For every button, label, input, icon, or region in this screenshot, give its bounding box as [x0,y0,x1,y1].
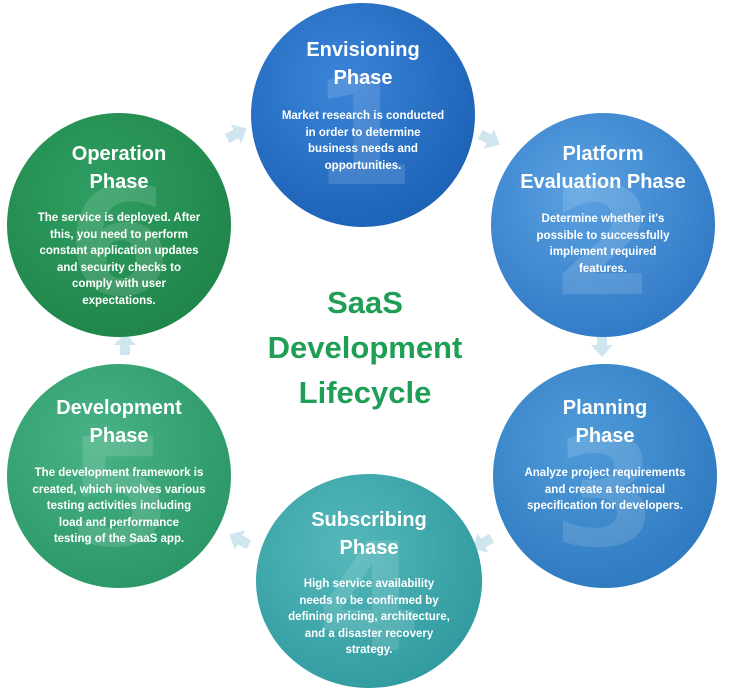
arrow-3-to-4 [472,533,495,553]
phase-description: High service availability needs to be co… [256,576,482,659]
phase-description-line: possible to successfully [536,229,670,242]
arrow-4-to-5 [229,530,252,550]
phase-description-line: Market research is conducted [281,110,445,122]
phase-title-line: Evaluation Phase [520,171,686,193]
phase-title: Planning Phase [493,394,717,450]
phase-title-line: Phase [89,171,149,193]
phase-description-line: expectations. [82,294,156,307]
diagram-title-line: SaaS [327,285,403,320]
phase-description-line: and create a technical [544,483,666,496]
phase-description-line: this, you need to perform [49,228,188,241]
phase-description-line: Analyze project requirements [524,467,686,479]
phase-circle-planning: 3 Planning Phase Analyze project require… [493,364,717,588]
phase-description-line: Determine whether it's [541,213,665,225]
phase-description-line: in order to determine [305,126,421,139]
phase-circle-platform-evaluation: 2 Platform Evaluation Phase Determine wh… [491,113,715,337]
arrow-1-to-2 [477,129,500,149]
phase-title: Development Phase [7,394,231,450]
phase-description-line: constant application updates [39,245,199,257]
diagram-title-line: Development [267,330,463,365]
phase-title-line: Phase [339,537,399,559]
phase-description: Analyze project requirements and create … [493,465,717,515]
phase-title-line: Planning [562,397,648,419]
phase-description-line: opportunities. [324,159,402,172]
phase-title-line: Phase [575,425,635,447]
phase-description: Determine whether it's possible to succe… [491,211,715,277]
phase-description-line: load and performance [58,516,180,529]
phase-description-line: The service is deployed. After [37,212,201,224]
phase-title: Subscribing Phase [256,506,482,562]
phase-circle-subscribing: 4 Subscribing Phase High service availab… [256,474,482,688]
phase-title-line: Subscribing [311,509,427,531]
diagram-title-line: Lifecycle [298,375,432,410]
phase-title-line: Platform [562,143,644,165]
phase-title: Envisioning Phase [251,36,475,92]
phase-description-line: testing activities including [46,500,192,512]
phase-description-line: The development framework is [34,467,204,479]
phase-description-line: specification for developers. [527,500,683,512]
phase-description-line: comply with user [72,278,166,290]
phase-description: The service is deployed. After this, you… [7,210,231,309]
arrow-5-to-6 [114,333,136,355]
phase-description-line: defining pricing, architecture, [288,611,450,623]
phase-title-line: Phase [89,425,149,447]
phase-title: Operation Phase [7,140,231,196]
phase-description-line: and a disaster recovery [304,627,434,640]
diagram-title: SaaS Development Lifecycle [230,280,500,415]
arrow-6-to-1 [224,124,247,144]
phase-title-line: Phase [333,67,393,89]
phase-description: Market research is conducted in order to… [251,108,475,174]
phase-description-line: features. [579,262,627,275]
phase-description-line: created, which involves various [32,483,206,496]
phase-description-line: testing of the SaaS app. [53,533,185,545]
phase-description-line: High service availability [303,578,435,590]
phase-description-line: business needs and [308,143,418,155]
phase-description-line: needs to be confirmed by [299,594,439,607]
phase-title-line: Operation [71,143,167,165]
phase-circle-development: 5 Development Phase The development fram… [7,364,231,588]
arrow-2-to-3 [591,335,613,357]
phase-circle-operation: 6 Operation Phase The service is deploye… [7,113,231,337]
phase-description-line: and security checks to [57,261,181,274]
phase-description: The development framework is created, wh… [7,465,231,548]
phase-description-line: strategy. [345,644,393,656]
phase-description-line: implement required [549,246,657,258]
phase-circle-envisioning: 1 Envisioning Phase Market research is c… [251,3,475,227]
phase-title-line: Envisioning [306,39,420,61]
phase-title: Platform Evaluation Phase [491,140,715,196]
phase-title-line: Development [56,397,182,419]
